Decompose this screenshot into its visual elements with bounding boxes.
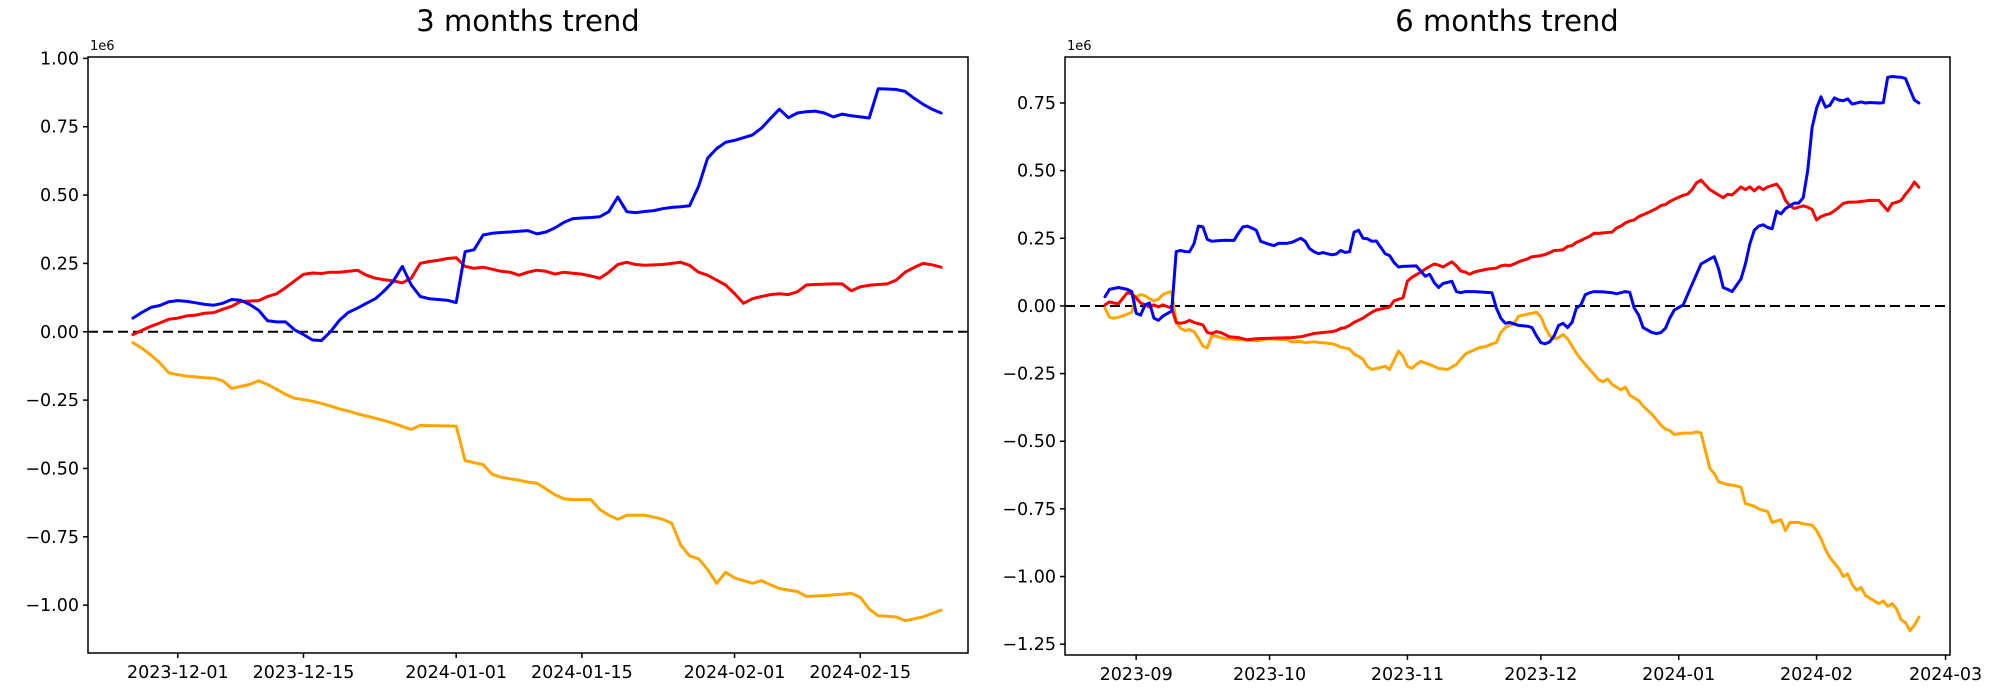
y-tick-label: 0.75 — [1017, 94, 1056, 114]
x-tick-label: 2023-10 — [1233, 665, 1306, 685]
axes-spines — [1064, 56, 1951, 656]
y-tick-label: −0.25 — [1002, 365, 1056, 385]
y-tick-label: 0.75 — [40, 118, 79, 138]
x-tick-label: 2024-02-15 — [809, 663, 911, 683]
x-tick-label: 2024-02 — [1780, 665, 1853, 685]
chart-title-3-months: 3 months trend — [416, 4, 640, 38]
x-tick-label: 2024-01-15 — [531, 663, 633, 683]
y-tick-label: −0.75 — [25, 528, 79, 548]
y-tick-label: 0.50 — [1017, 162, 1056, 182]
y-tick-label: 0.50 — [40, 186, 79, 206]
y-axis-offset-label: 1e6 — [90, 39, 115, 54]
x-tick-label: 2023-12-15 — [253, 663, 355, 683]
x-tick-label: 2023-12-01 — [127, 663, 229, 683]
y-axis-offset-label: 1e6 — [1067, 39, 1092, 54]
y-tick-label: −0.50 — [25, 459, 79, 479]
series-orange — [131, 341, 943, 623]
y-tick-label: 0.00 — [40, 323, 79, 343]
x-tick-label: 2023-09 — [1100, 665, 1173, 685]
y-tick-label: −1.00 — [1002, 568, 1056, 588]
y-tick-label: −0.75 — [1002, 500, 1056, 520]
y-tick-label: 1.00 — [40, 49, 79, 69]
x-tick-label: 2024-01 — [1642, 665, 1715, 685]
chart-title-6-months: 6 months trend — [1395, 4, 1619, 38]
series-orange — [1103, 290, 1921, 633]
x-tick-label: 2024-02-01 — [684, 663, 786, 683]
series-blue — [1103, 75, 1921, 346]
series-red — [131, 256, 943, 336]
y-tick-label: −1.00 — [25, 596, 79, 616]
x-tick-label: 2024-01-01 — [405, 663, 507, 683]
x-tick-label: 2023-11 — [1371, 665, 1444, 685]
series-blue — [131, 87, 943, 342]
axes-spines — [87, 56, 969, 654]
x-tick-label: 2024-03 — [1909, 665, 1982, 685]
y-tick-label: −1.25 — [1002, 635, 1056, 655]
x-tick-label: 2023-12 — [1504, 665, 1577, 685]
y-tick-label: −0.50 — [1002, 432, 1056, 452]
y-tick-label: −0.25 — [25, 391, 79, 411]
y-tick-label: 0.25 — [1017, 229, 1056, 249]
y-tick-label: 0.25 — [40, 254, 79, 274]
y-tick-label: 0.00 — [1017, 297, 1056, 317]
